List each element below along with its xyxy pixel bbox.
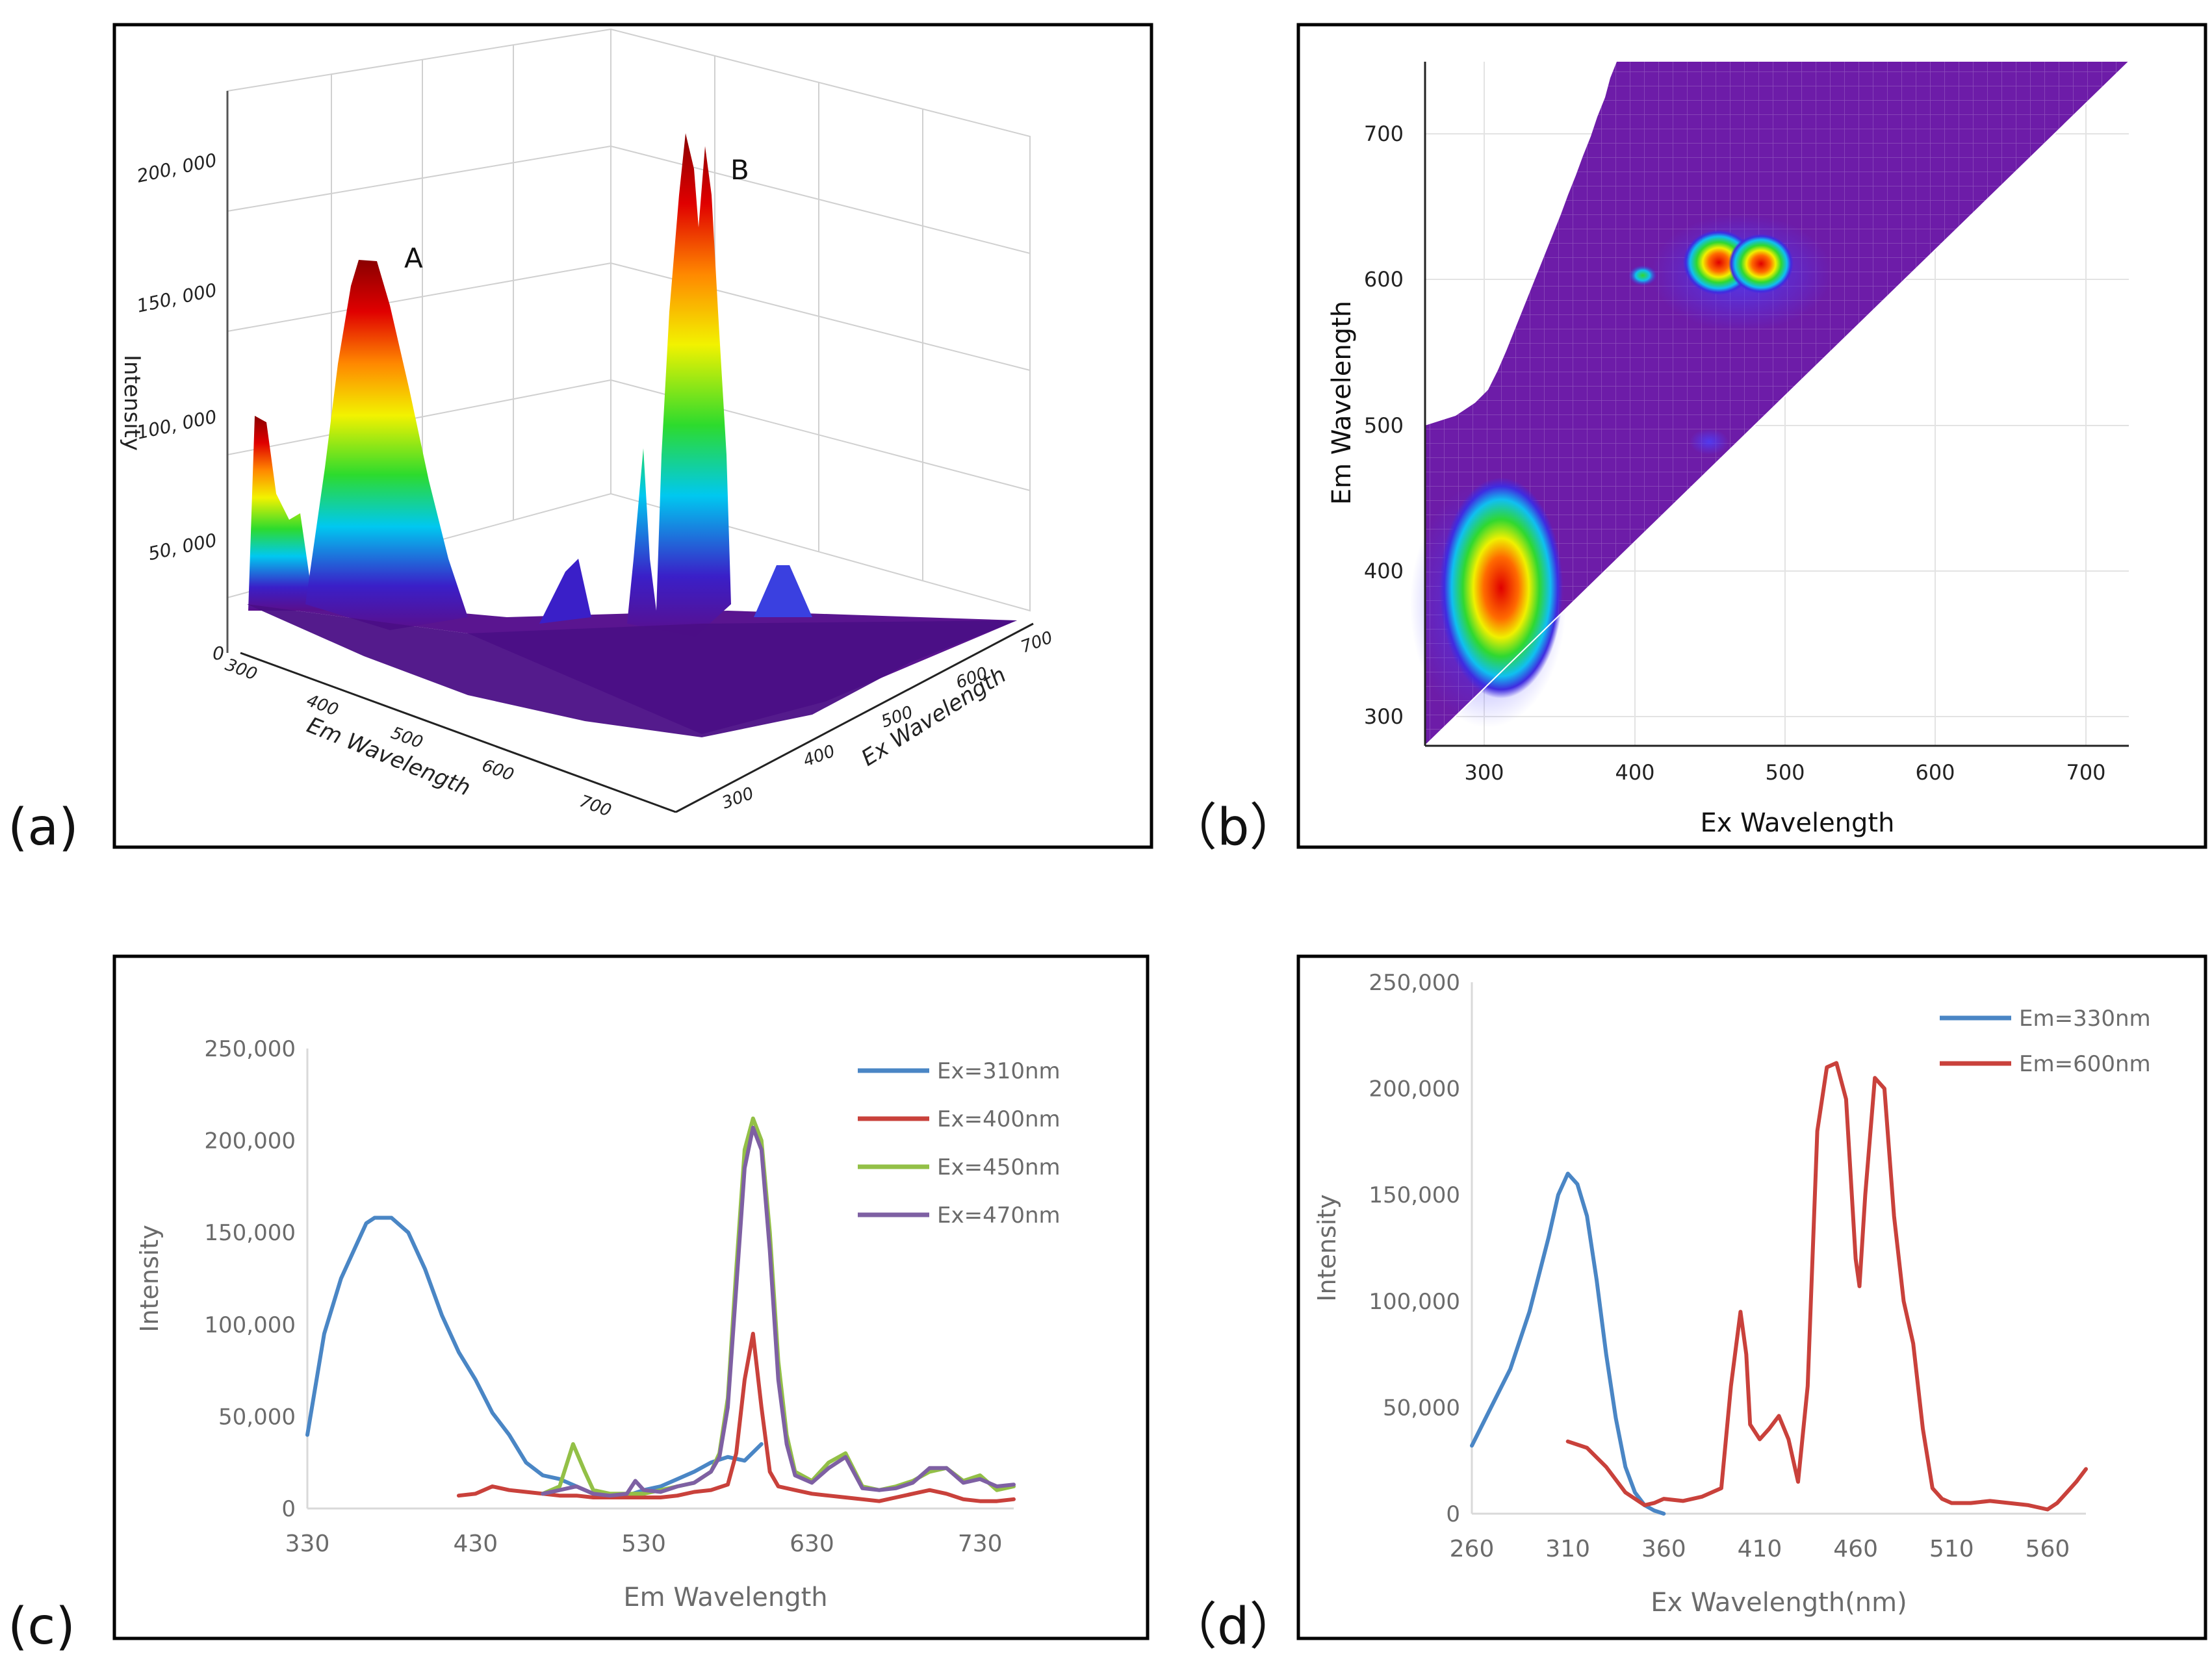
panel-b-plot: 300 400 500 600 700 300 400 500 600 700 … bbox=[1327, 61, 2129, 838]
x-tick-label: 360 bbox=[1641, 1536, 1686, 1562]
chart-c: 0 50,000 100,000 150,000 200,000 250,000 330 43… bbox=[135, 1036, 1061, 1612]
x-tick-label: 330 bbox=[285, 1531, 330, 1557]
panel-label-c: (c) bbox=[8, 1597, 75, 1656]
surface-peak-b bbox=[627, 133, 731, 637]
x-tick-label: 530 bbox=[621, 1531, 666, 1557]
x-ticks: 300 400 500 600 700 bbox=[1464, 760, 2105, 785]
y-tick-label: 100,000 bbox=[204, 1312, 296, 1338]
surface-front bbox=[247, 604, 1017, 737]
series-line-2 bbox=[1565, 1061, 2088, 1512]
surface-peak-a bbox=[305, 260, 468, 630]
heatmap-diagonal bbox=[1424, 61, 2129, 746]
legend-label: Ex=470nm bbox=[937, 1203, 1061, 1228]
panel-d: 0 50,000 100,000 150,000 200,000 250,000 260 31… bbox=[1296, 954, 2207, 1640]
y-tick-label: 100,000 bbox=[1369, 1289, 1460, 1315]
x-tick-label: 460 bbox=[1833, 1536, 1878, 1562]
panel-a-z-label: Intensity bbox=[119, 355, 145, 451]
series-line-1 bbox=[305, 1215, 764, 1499]
series-line-1 bbox=[1470, 1171, 1666, 1516]
y-axis-label: Intensity bbox=[135, 1225, 164, 1332]
panel-c: 0 50,000 100,000 150,000 200,000 250,000 330 43… bbox=[112, 954, 1150, 1640]
x-axis-label: Ex Wavelength(nm) bbox=[1651, 1588, 1907, 1618]
panel-label-b: （b） bbox=[1166, 798, 1300, 857]
legend-label: Ex=310nm bbox=[937, 1058, 1061, 1084]
surface-bump bbox=[754, 565, 812, 617]
x-axis-label: Em Wavelength bbox=[623, 1583, 827, 1612]
y-tick-label: 400 bbox=[1364, 559, 1404, 583]
y-tick-label: 50,000 bbox=[1383, 1395, 1460, 1421]
legend-label: Ex=400nm bbox=[937, 1106, 1061, 1132]
y-tick-label: 200,000 bbox=[1369, 1076, 1460, 1102]
x-tick-label: 410 bbox=[1738, 1536, 1782, 1562]
y-tick-label: 150,000 bbox=[204, 1220, 296, 1246]
y-tick-label: 700 bbox=[1364, 121, 1404, 146]
legend-label: Ex=450nm bbox=[937, 1154, 1061, 1180]
y-tick-label: 50,000 bbox=[218, 1404, 296, 1430]
panel-label-d: （d） bbox=[1166, 1597, 1300, 1656]
surface-bump bbox=[539, 559, 591, 624]
y-tick-label: 200,000 bbox=[204, 1128, 296, 1154]
x-tick-label: 500 bbox=[1765, 760, 1805, 785]
x-tick-label: 600 bbox=[1915, 760, 1955, 785]
x-axis-label: Ex Wavelength bbox=[1701, 808, 1895, 838]
y-axis-label: Intensity bbox=[1313, 1194, 1341, 1301]
panel-a-floor-axes bbox=[240, 622, 1034, 813]
x-tick-label: 400 bbox=[1615, 760, 1654, 785]
panel-c-frame bbox=[112, 954, 1150, 1640]
y-tick-label: 150,000 bbox=[1369, 1182, 1460, 1208]
panel-b: 300 400 500 600 700 300 400 500 600 700 … bbox=[1296, 23, 2207, 849]
hotspot-1 bbox=[1439, 477, 1563, 698]
series-line-4 bbox=[541, 1125, 1016, 1498]
y-tick-label: 250,000 bbox=[1369, 970, 1460, 996]
heatmap-glow bbox=[1690, 429, 1729, 455]
panel-d-frame bbox=[1296, 954, 2207, 1640]
z-tick-label: 0 bbox=[212, 643, 224, 664]
x-tick-label: 510 bbox=[1929, 1536, 1974, 1562]
x-tick-label: 300 bbox=[1464, 760, 1504, 785]
y-tick-label: 500 bbox=[1364, 413, 1404, 438]
y-tick-label: 0 bbox=[281, 1496, 296, 1522]
x-tick-label: 560 bbox=[2026, 1536, 2070, 1562]
x-tick-label: 310 bbox=[1545, 1536, 1590, 1562]
x-tick-label: 700 bbox=[2066, 760, 2105, 785]
x-tick-label: 430 bbox=[453, 1531, 498, 1557]
x-tick-label: 730 bbox=[958, 1531, 1003, 1557]
legend-label: Em=600nm bbox=[2019, 1051, 2151, 1077]
y-tick-label: 600 bbox=[1364, 267, 1404, 292]
surface-ridge-left bbox=[248, 416, 331, 611]
y-axis-label: Em Wavelength bbox=[1327, 301, 1357, 505]
series-line-2 bbox=[456, 1332, 1016, 1503]
legend-label: Em=330nm bbox=[2019, 1006, 2151, 1032]
y-tick-label: 250,000 bbox=[204, 1036, 296, 1062]
hotspot-3 bbox=[1729, 234, 1794, 294]
annotation-b: B bbox=[730, 154, 749, 186]
annotation-a: A bbox=[404, 242, 423, 274]
y-ticks: 300 400 500 600 700 bbox=[1364, 121, 1404, 729]
panel-label-a: (a) bbox=[8, 798, 79, 857]
x-tick-label: 260 bbox=[1450, 1536, 1495, 1562]
hotspot-4 bbox=[1628, 265, 1657, 286]
panel-a: 0 50, 000 100, 000 150, 000 200, 000 Int… bbox=[112, 23, 1153, 849]
y-tick-label: 300 bbox=[1364, 704, 1404, 729]
y-tick-label: 0 bbox=[1446, 1501, 1460, 1527]
chart-d: 0 50,000 100,000 150,000 200,000 250,000 260 31… bbox=[1313, 970, 2151, 1618]
x-tick-label: 630 bbox=[790, 1531, 834, 1557]
